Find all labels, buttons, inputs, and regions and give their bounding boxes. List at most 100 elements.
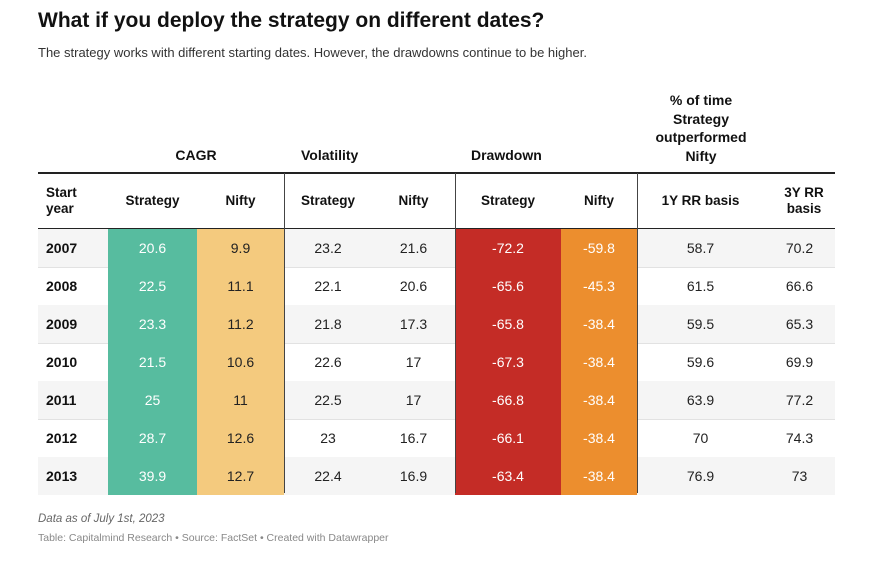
cell-volatility-nifty: 16.7	[399, 430, 428, 446]
cell-3y-rr-basis: 70.2	[785, 240, 814, 256]
header-bottom-rule	[38, 228, 835, 230]
cell-drawdown-nifty: -38.4	[561, 419, 637, 457]
cell-drawdown-strategy: -66.8	[455, 381, 561, 419]
column-header-volatility-nifty: Nifty	[398, 193, 429, 208]
cell-volatility-nifty: 17	[405, 354, 422, 370]
row-shade	[637, 229, 835, 267]
cell-start-year: 2007	[46, 240, 78, 256]
cell-volatility-nifty: 16.9	[399, 468, 428, 484]
header-top-rule	[38, 172, 835, 174]
cell-cagr-nifty: 10.6	[197, 343, 284, 381]
cell-volatility-strategy: 23.2	[314, 240, 342, 256]
chart-title: What if you deploy the strategy on diffe…	[38, 9, 545, 32]
cell-cagr-nifty: 12.6	[197, 419, 284, 457]
group-header-cagr: CAGR	[175, 147, 217, 163]
row-shade	[637, 305, 835, 343]
cell-3y-rr-basis: 69.9	[785, 354, 814, 370]
outperformed-line-2: Strategy	[672, 110, 730, 127]
group-header-outperformed: % of time Strategy outperformed Nifty	[637, 91, 765, 165]
separator-volatility-drawdown	[455, 173, 456, 493]
cell-volatility-strategy: 21.8	[314, 316, 342, 332]
cell-start-year: 2011	[46, 392, 77, 408]
cell-volatility-strategy: 22.4	[314, 468, 342, 484]
cell-drawdown-strategy: -66.1	[455, 419, 561, 457]
cell-drawdown-nifty: -38.4	[561, 381, 637, 419]
column-header-cagr-strategy: Strategy	[125, 193, 180, 208]
cell-cagr-strategy: 20.6	[108, 229, 197, 267]
cell-cagr-nifty: 11	[197, 381, 284, 419]
separator-cagr-volatility	[284, 173, 285, 493]
row-separator	[38, 343, 835, 344]
cell-3y-rr-basis: 77.2	[785, 392, 814, 408]
cell-drawdown-strategy: -65.6	[455, 267, 561, 305]
outperformed-line-4: Nifty	[685, 147, 717, 164]
cell-volatility-nifty: 20.6	[399, 278, 428, 294]
cell-cagr-strategy: 25	[108, 381, 197, 419]
cell-start-year: 2010	[46, 354, 78, 370]
column-header-1y-rr-basis: 1Y RR basis	[661, 193, 740, 208]
cell-cagr-strategy: 23.3	[108, 305, 197, 343]
cell-volatility-strategy: 23	[320, 430, 336, 446]
row-shade	[637, 457, 835, 495]
data-note: Data as of July 1st, 2023	[38, 513, 165, 525]
chart-subtitle: The strategy works with different starti…	[38, 45, 587, 60]
group-header-drawdown: Drawdown	[471, 147, 542, 163]
cell-1y-rr-basis: 70	[692, 430, 709, 446]
column-header-drawdown-nifty: Nifty	[584, 193, 614, 208]
start-year-line-1: Start	[46, 185, 77, 200]
cell-drawdown-strategy: -63.4	[455, 457, 561, 495]
cell-cagr-nifty: 9.9	[197, 229, 284, 267]
start-year-line-2: year	[46, 201, 74, 216]
cell-cagr-strategy: 28.7	[108, 419, 197, 457]
cell-drawdown-nifty: -45.3	[561, 267, 637, 305]
cell-3y-rr-basis: 66.6	[785, 278, 814, 294]
row-shade	[637, 381, 835, 419]
cell-drawdown-nifty: -38.4	[561, 305, 637, 343]
row-shade	[284, 381, 455, 419]
cell-1y-rr-basis: 63.9	[686, 392, 715, 408]
cell-volatility-strategy: 22.5	[314, 392, 342, 408]
row-shade	[38, 457, 108, 495]
cell-cagr-strategy: 22.5	[108, 267, 197, 305]
cell-cagr-strategy: 39.9	[108, 457, 197, 495]
group-header-volatility: Volatility	[301, 147, 359, 163]
cell-1y-rr-basis: 59.6	[686, 354, 715, 370]
cell-3y-rr-basis: 74.3	[785, 430, 814, 446]
cell-1y-rr-basis: 76.9	[686, 468, 715, 484]
cell-drawdown-strategy: -72.2	[455, 229, 561, 267]
cell-start-year: 2012	[46, 430, 78, 446]
cell-start-year: 2009	[46, 316, 78, 332]
row-shade	[38, 229, 108, 267]
cell-1y-rr-basis: 59.5	[686, 316, 715, 332]
column-header-drawdown-strategy: Strategy	[480, 193, 536, 208]
cell-cagr-strategy: 21.5	[108, 343, 197, 381]
cell-volatility-nifty: 21.6	[399, 240, 428, 256]
cell-drawdown-strategy: -65.8	[455, 305, 561, 343]
source-footer: Table: Capitalmind Research • Source: Fa…	[38, 532, 389, 544]
3y-rr-line-2: basis	[786, 201, 822, 216]
cell-1y-rr-basis: 61.5	[686, 278, 715, 294]
row-shade	[284, 457, 455, 495]
cell-3y-rr-basis: 65.3	[785, 316, 814, 332]
column-header-3y-rr-basis: 3Y RR basis	[764, 182, 844, 220]
row-separator	[38, 267, 835, 268]
row-shade	[284, 305, 455, 343]
cell-cagr-nifty: 11.2	[197, 305, 284, 343]
row-shade	[38, 305, 108, 343]
cell-cagr-nifty: 11.1	[197, 267, 284, 305]
cell-drawdown-nifty: -59.8	[561, 229, 637, 267]
cell-volatility-nifty: 17.3	[399, 316, 428, 332]
cell-start-year: 2013	[46, 468, 78, 484]
row-separator	[38, 419, 835, 420]
column-header-volatility-strategy: Strategy	[300, 193, 356, 208]
column-header-cagr-nifty: Nifty	[225, 193, 256, 208]
row-shade	[38, 381, 108, 419]
separator-drawdown-outperformed	[637, 173, 638, 493]
cell-volatility-nifty: 17	[405, 392, 422, 408]
outperformed-line-1: % of time	[669, 92, 733, 108]
column-header-start-year: Start year	[46, 182, 77, 220]
cell-cagr-nifty: 12.7	[197, 457, 284, 495]
cell-drawdown-nifty: -38.4	[561, 457, 637, 495]
cell-volatility-strategy: 22.1	[314, 278, 342, 294]
cell-start-year: 2008	[46, 278, 78, 294]
